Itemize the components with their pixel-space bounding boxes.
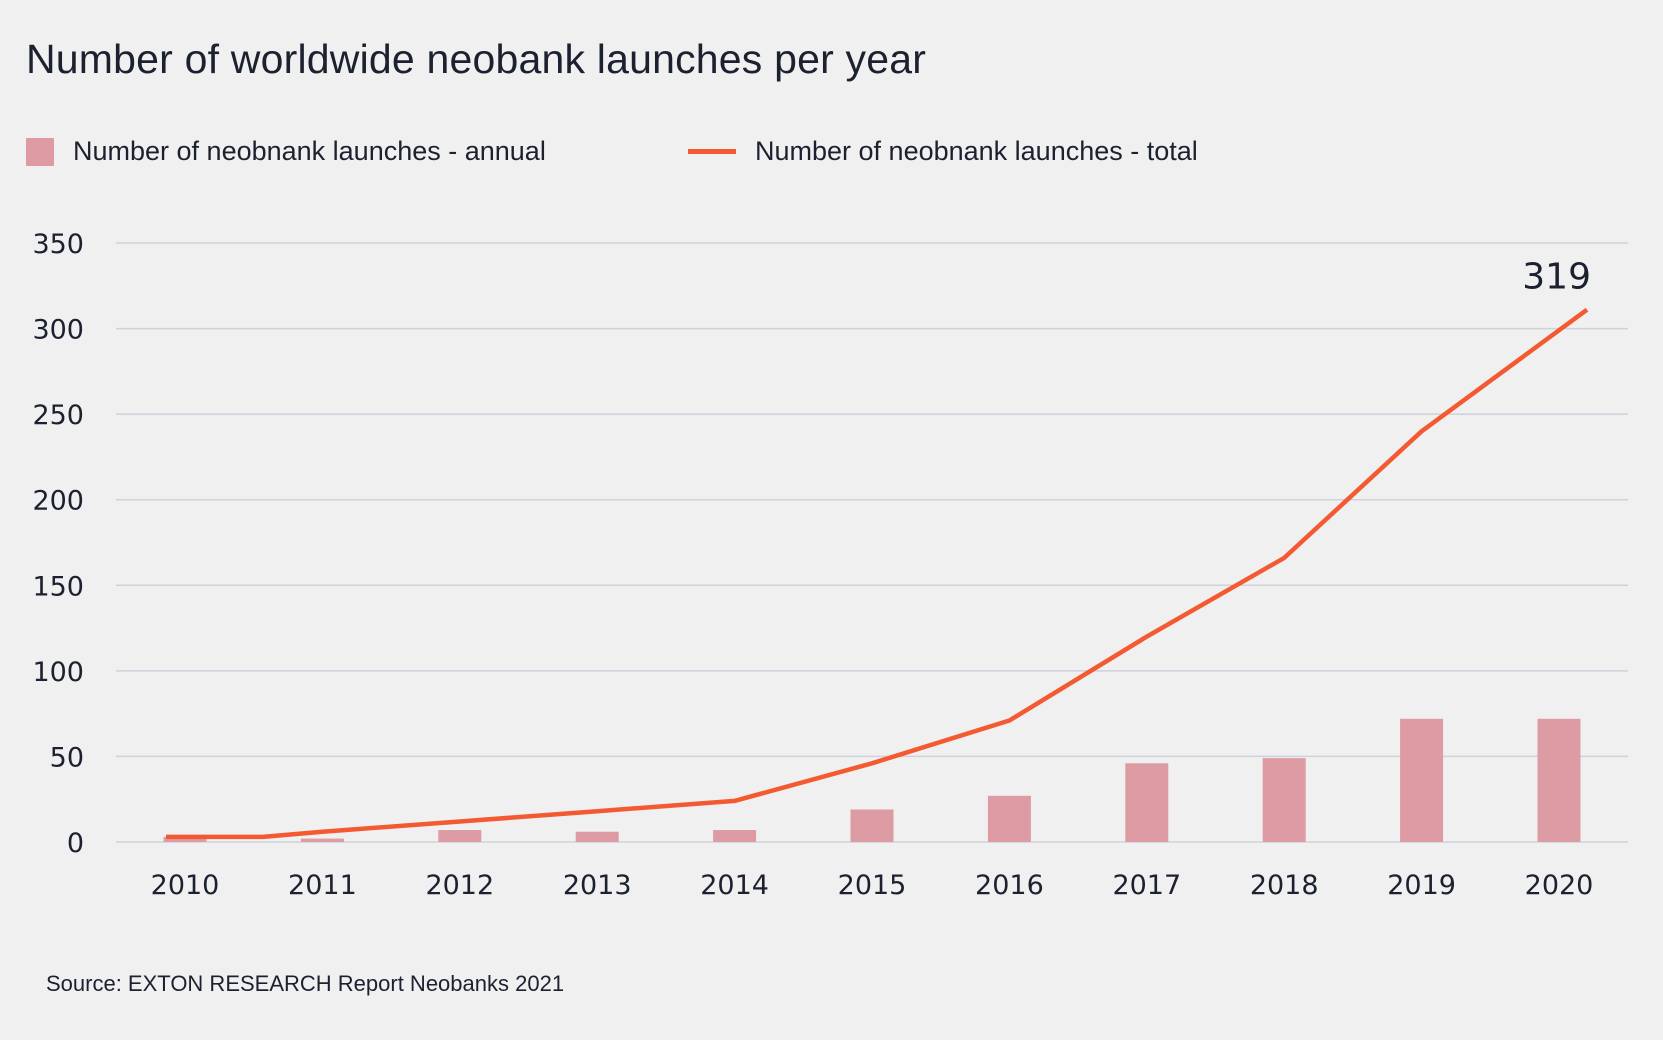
y-tick-label: 350 <box>32 229 84 260</box>
source-note: Source: EXTON RESEARCH Report Neobanks 2… <box>46 971 565 996</box>
y-tick-label: 50 <box>50 742 84 773</box>
x-tick-label: 2014 <box>700 870 769 901</box>
bar-annual-2015 <box>850 809 894 842</box>
x-tick-label: 2011 <box>288 870 357 901</box>
x-tick-label: 2010 <box>151 870 220 901</box>
x-tick-label: 2019 <box>1387 870 1456 901</box>
x-tick-label: 2016 <box>975 870 1044 901</box>
bar-annual-2020 <box>1537 718 1581 842</box>
chart-legend: Number of neobnank launches - annual Num… <box>26 136 1326 176</box>
bar-annual-2011 <box>300 838 344 842</box>
value-annotation: 319 <box>1522 257 1591 298</box>
bar-annual-2012 <box>438 830 482 842</box>
legend-label-annual: Number of neobnank launches - annual <box>73 136 546 166</box>
bar-annual-2016 <box>987 795 1031 842</box>
y-tick-label: 200 <box>32 486 84 517</box>
x-tick-label: 2017 <box>1112 870 1181 901</box>
legend-bar-swatch <box>26 137 54 166</box>
bar-annual-2013 <box>575 831 619 842</box>
x-tick-label: 2012 <box>425 870 494 901</box>
y-tick-label: 0 <box>67 828 84 859</box>
legend-item-total: Number of neobnank launches - total <box>688 136 1198 167</box>
x-tick-label: 2020 <box>1525 870 1594 901</box>
y-tick-label: 250 <box>32 400 84 431</box>
bar-annual-2019 <box>1400 718 1444 842</box>
line-total <box>166 307 1589 840</box>
y-tick-label: 100 <box>32 657 84 688</box>
y-tick-label: 300 <box>32 315 84 346</box>
legend-label-total: Number of neobnank launches - total <box>755 136 1198 166</box>
x-tick-label: 2015 <box>838 870 907 901</box>
y-tick-label: 150 <box>32 571 84 602</box>
bar-annual-2017 <box>1125 763 1169 842</box>
x-tick-label: 2018 <box>1250 870 1319 901</box>
bar-annual-2018 <box>1262 758 1306 842</box>
legend-item-annual: Number of neobnank launches - annual <box>26 136 546 167</box>
chart-title: Number of worldwide neobank launches per… <box>26 36 927 82</box>
x-tick-label: 2013 <box>563 870 632 901</box>
legend-line-swatch <box>688 149 736 154</box>
bar-annual-2010 <box>163 836 207 842</box>
bar-annual-2014 <box>713 830 757 842</box>
